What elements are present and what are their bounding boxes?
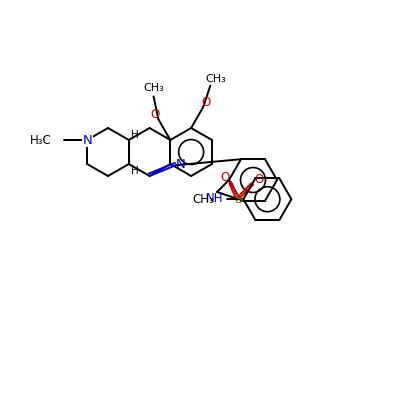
Text: N: N [82,134,92,146]
Text: N: N [176,158,186,171]
Text: H: H [131,166,139,176]
Text: CH₃: CH₃ [143,84,164,94]
Text: H₃C: H₃C [30,134,52,146]
Text: O: O [254,173,264,186]
Text: NH: NH [206,192,224,204]
Text: CH₃: CH₃ [205,74,226,84]
Text: CH₃: CH₃ [193,193,214,206]
Text: S: S [234,193,243,206]
Text: O: O [221,171,230,184]
Text: O: O [151,108,160,121]
Text: H: H [131,130,139,140]
Text: O: O [202,96,211,109]
